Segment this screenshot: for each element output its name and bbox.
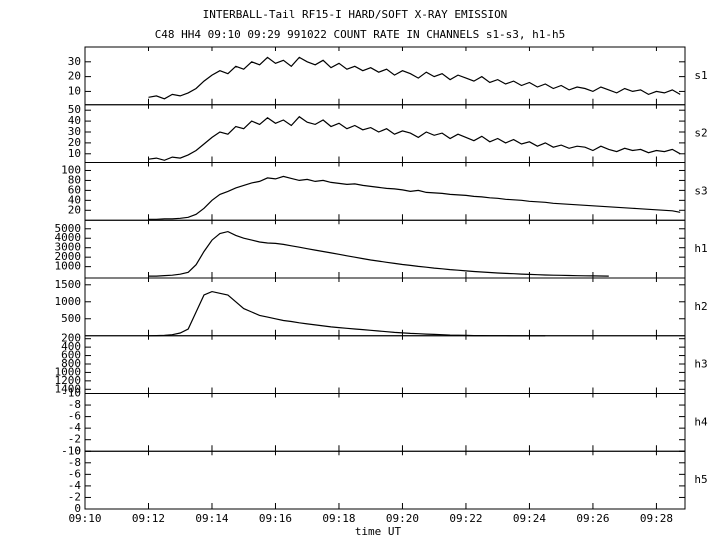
y-tick-label: -6 [68, 467, 81, 480]
x-tick-label: 09:28 [640, 512, 673, 525]
x-tick-label: 09:18 [322, 512, 355, 525]
data-line [148, 56, 681, 100]
y-tick-label: 800 [61, 357, 81, 370]
y-tick-label: 1000 [55, 295, 82, 308]
y-tick-label: 200 [61, 332, 81, 345]
panel-label: s3 [694, 184, 707, 197]
y-tick-label: 40 [68, 193, 81, 206]
y-tick-label: 60 [68, 183, 81, 196]
x-tick-label: 09:16 [259, 512, 292, 525]
y-tick-label: 2000 [55, 250, 82, 263]
data-line [148, 290, 546, 337]
panel-frame [84, 46, 686, 106]
y-tick-label: -4 [68, 479, 82, 492]
panel-frame [84, 335, 686, 394]
y-tick-label: 80 [68, 173, 81, 186]
y-tick-label: 600 [61, 349, 81, 362]
y-tick-label: -8 [68, 398, 81, 411]
chart-title: INTERBALL-Tail RF15-I HARD/SOFT X-RAY EM… [203, 8, 508, 21]
x-tick-label: 09:20 [386, 512, 419, 525]
x-tick-label: 09:10 [68, 512, 101, 525]
panel-label: h4 [694, 415, 708, 428]
panel-frame [84, 450, 686, 510]
y-tick-label: 100 [61, 163, 81, 176]
y-tick-label: -10 [61, 387, 81, 400]
x-tick-label: 09:14 [195, 512, 228, 525]
y-tick-label: 500 [61, 312, 81, 325]
y-tick-label: 3000 [55, 241, 82, 254]
y-tick-label: -10 [61, 444, 81, 457]
data-line [148, 175, 681, 220]
y-tick-label: 5000 [55, 222, 82, 235]
y-tick-label: 10 [68, 147, 81, 160]
panel-label: h5 [694, 473, 707, 486]
panel-frame [84, 393, 686, 452]
y-tick-label: -8 [68, 456, 81, 469]
y-tick-label: 1200 [55, 374, 82, 387]
y-tick-label: 30 [68, 125, 81, 138]
x-tick-label: 09:24 [513, 512, 546, 525]
panel-frame [84, 219, 686, 279]
x-tick-label: 09:22 [449, 512, 482, 525]
panel-frame [84, 162, 686, 221]
x-tick-label: 09:26 [576, 512, 609, 525]
data-line [148, 230, 609, 277]
y-tick-label: -6 [68, 410, 81, 423]
y-tick-label: 1400 [55, 382, 82, 395]
y-tick-label: 30 [68, 55, 81, 68]
y-tick-label: 1000 [55, 260, 82, 273]
chart-subtitle: C48 HH4 09:10 09:29 991022 COUNT RATE IN… [155, 28, 566, 41]
y-tick-label: 400 [61, 340, 81, 353]
y-tick-label: -4 [68, 421, 82, 434]
y-tick-label: 0 [74, 444, 81, 457]
x-tick-label: 09:12 [132, 512, 165, 525]
panel-label: h2 [694, 300, 707, 313]
y-tick-label: -2 [68, 433, 81, 446]
panel-label: h3 [694, 358, 707, 371]
y-tick-label: 20 [68, 203, 81, 216]
y-tick-label: 50 [68, 103, 81, 116]
panel-frame [84, 277, 686, 337]
y-tick-label: -2 [68, 490, 81, 503]
y-tick-label: 1000 [55, 365, 82, 378]
y-tick-label: 20 [68, 70, 81, 83]
panel-label: s1 [694, 69, 707, 82]
y-tick-label: 0 [74, 502, 81, 515]
y-tick-label: 1500 [55, 278, 82, 291]
panel-label: s2 [694, 127, 707, 140]
y-tick-label: 4000 [55, 231, 82, 244]
y-tick-label: 20 [68, 136, 81, 149]
y-tick-label: 10 [68, 84, 81, 97]
y-tick-label: 40 [68, 114, 81, 127]
panel-frame [84, 104, 686, 163]
x-axis-label: time UT [355, 525, 402, 538]
panel-label: h1 [694, 242, 707, 255]
data-line [148, 115, 681, 161]
